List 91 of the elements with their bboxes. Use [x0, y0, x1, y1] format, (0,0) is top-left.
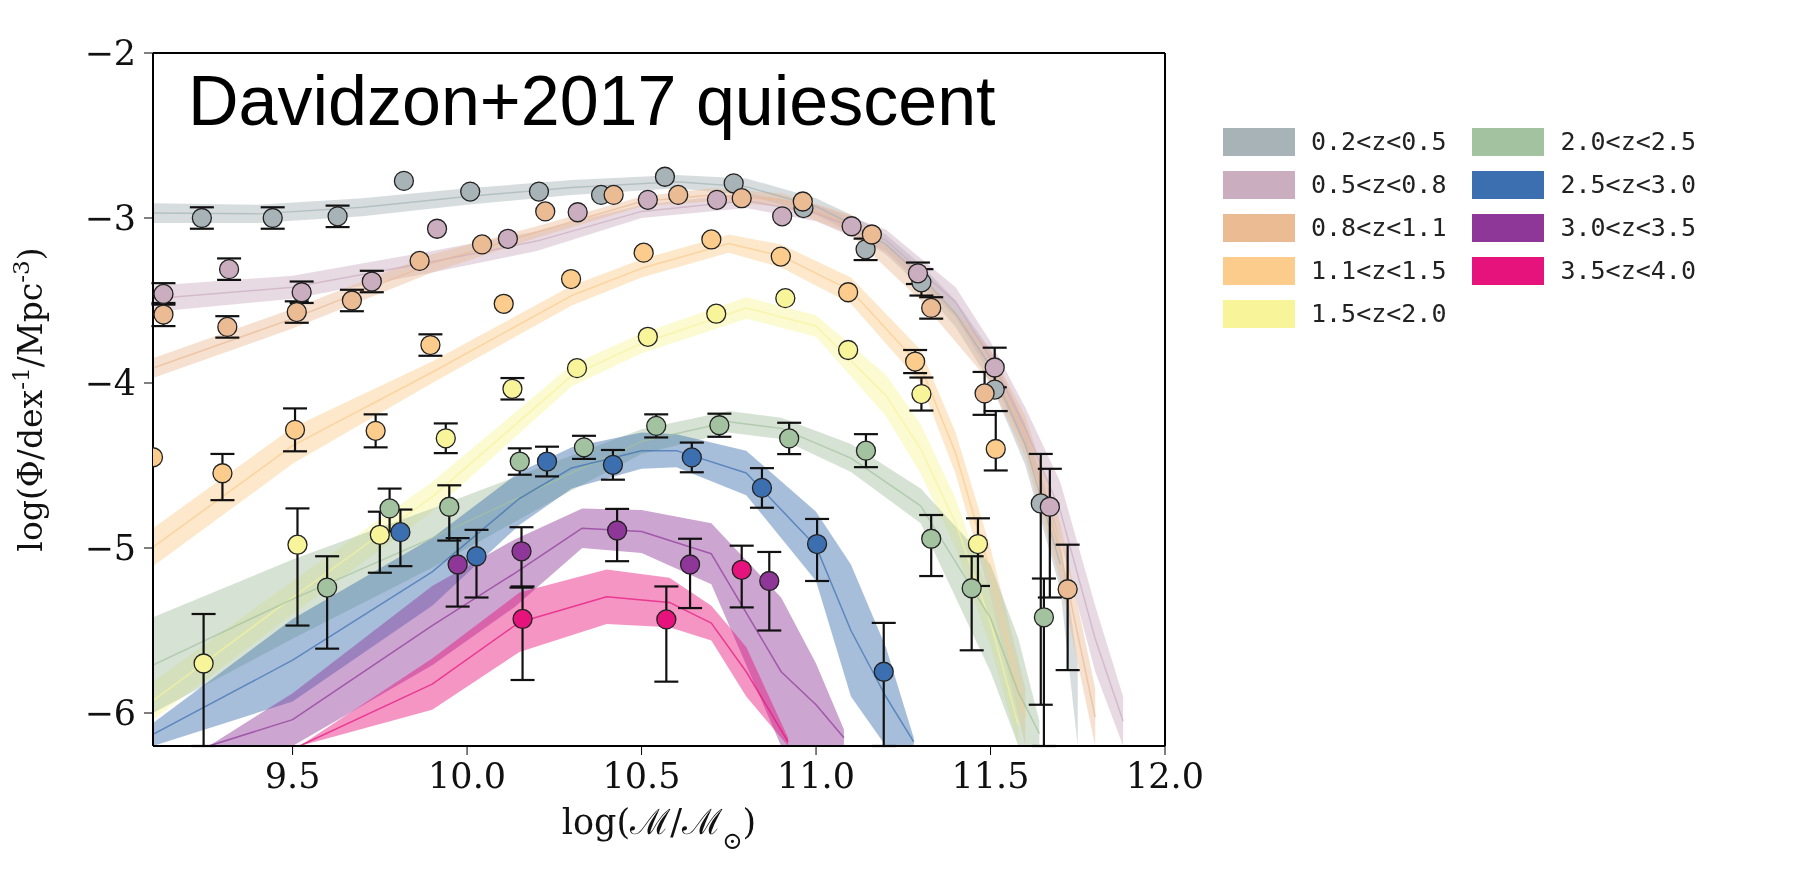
point: [637, 326, 658, 347]
point: [497, 228, 519, 249]
x-tick-label: 11.0: [777, 755, 855, 796]
point: [460, 181, 481, 202]
y-tick-label: −3: [84, 198, 136, 239]
legend-label: 0.8<z<1.1: [1311, 213, 1447, 242]
point: [679, 554, 701, 575]
legend-label: 3.0<z<3.5: [1560, 213, 1696, 242]
legend-label: 2.0<z<2.5: [1560, 127, 1696, 156]
point: [566, 358, 588, 379]
point: [656, 609, 677, 630]
point: [426, 218, 448, 239]
point: [633, 242, 654, 263]
point: [511, 541, 532, 562]
point: [873, 661, 894, 682]
legend-label: 1.1<z<1.5: [1311, 256, 1447, 285]
point: [731, 559, 752, 580]
point: [861, 224, 883, 245]
point: [316, 577, 338, 598]
x-axis-title: log(ℳ/ℳ$_{⊙}$): [561, 802, 757, 855]
point: [792, 191, 813, 212]
point: [284, 419, 306, 441]
legend-label: 0.5<z<0.8: [1311, 170, 1447, 199]
point: [841, 216, 862, 237]
point: [961, 578, 982, 599]
point: [985, 438, 1006, 460]
x-tick-label: 11.5: [951, 755, 1030, 796]
point: [779, 428, 800, 449]
point: [560, 268, 582, 290]
point: [493, 293, 514, 314]
x-tick-label: 10.5: [602, 755, 681, 796]
point: [602, 454, 624, 475]
point: [369, 524, 390, 545]
point: [668, 184, 689, 206]
point: [379, 498, 400, 519]
point: [193, 653, 214, 674]
point: [837, 339, 859, 361]
point: [512, 608, 533, 630]
point: [212, 463, 233, 484]
point: [447, 554, 468, 575]
point: [855, 440, 877, 461]
point: [1039, 496, 1060, 517]
x-tick-label: 9.5: [264, 755, 321, 796]
point: [967, 533, 989, 555]
point: [770, 246, 791, 267]
point: [536, 451, 558, 472]
point: [706, 189, 728, 210]
y-tick-label: −6: [84, 693, 136, 734]
point: [439, 496, 460, 517]
point: [1033, 607, 1055, 628]
point: [681, 447, 702, 468]
point: [759, 570, 780, 592]
point: [921, 528, 942, 549]
point: [466, 546, 487, 567]
point: [435, 428, 456, 449]
point: [528, 181, 550, 202]
legend-label: 0.2<z<0.5: [1311, 127, 1447, 156]
legend-label: 2.5<z<3.0: [1560, 170, 1696, 199]
point: [637, 189, 658, 210]
point: [393, 170, 415, 192]
point: [706, 303, 727, 324]
point: [654, 166, 676, 187]
point: [287, 534, 308, 555]
point: [911, 383, 932, 405]
point: [471, 234, 493, 255]
point: [603, 184, 624, 206]
y-tick-label: −5: [84, 528, 136, 569]
point: [984, 357, 1005, 378]
point: [772, 206, 793, 227]
point: [1057, 579, 1078, 600]
point: [701, 229, 722, 250]
point: [409, 250, 430, 272]
y-tick-label: −4: [84, 363, 136, 404]
chart-title: Davidzon+2017 quiescent: [188, 62, 996, 140]
x-tick-label: 10.0: [428, 755, 507, 796]
x-tick-label: 12.0: [1126, 755, 1204, 796]
point: [806, 533, 828, 555]
point: [535, 201, 556, 222]
legend-label: 1.5<z<2.0: [1311, 299, 1447, 328]
legend-label: 3.5<z<4.0: [1560, 256, 1696, 285]
point: [567, 202, 588, 223]
point: [751, 477, 773, 499]
y-tick-label: −2: [84, 33, 136, 74]
point: [365, 420, 386, 441]
point: [606, 520, 628, 541]
point: [974, 383, 995, 404]
point: [775, 288, 796, 309]
point: [837, 282, 859, 303]
point: [731, 188, 752, 209]
point: [723, 173, 744, 194]
point: [390, 522, 411, 543]
